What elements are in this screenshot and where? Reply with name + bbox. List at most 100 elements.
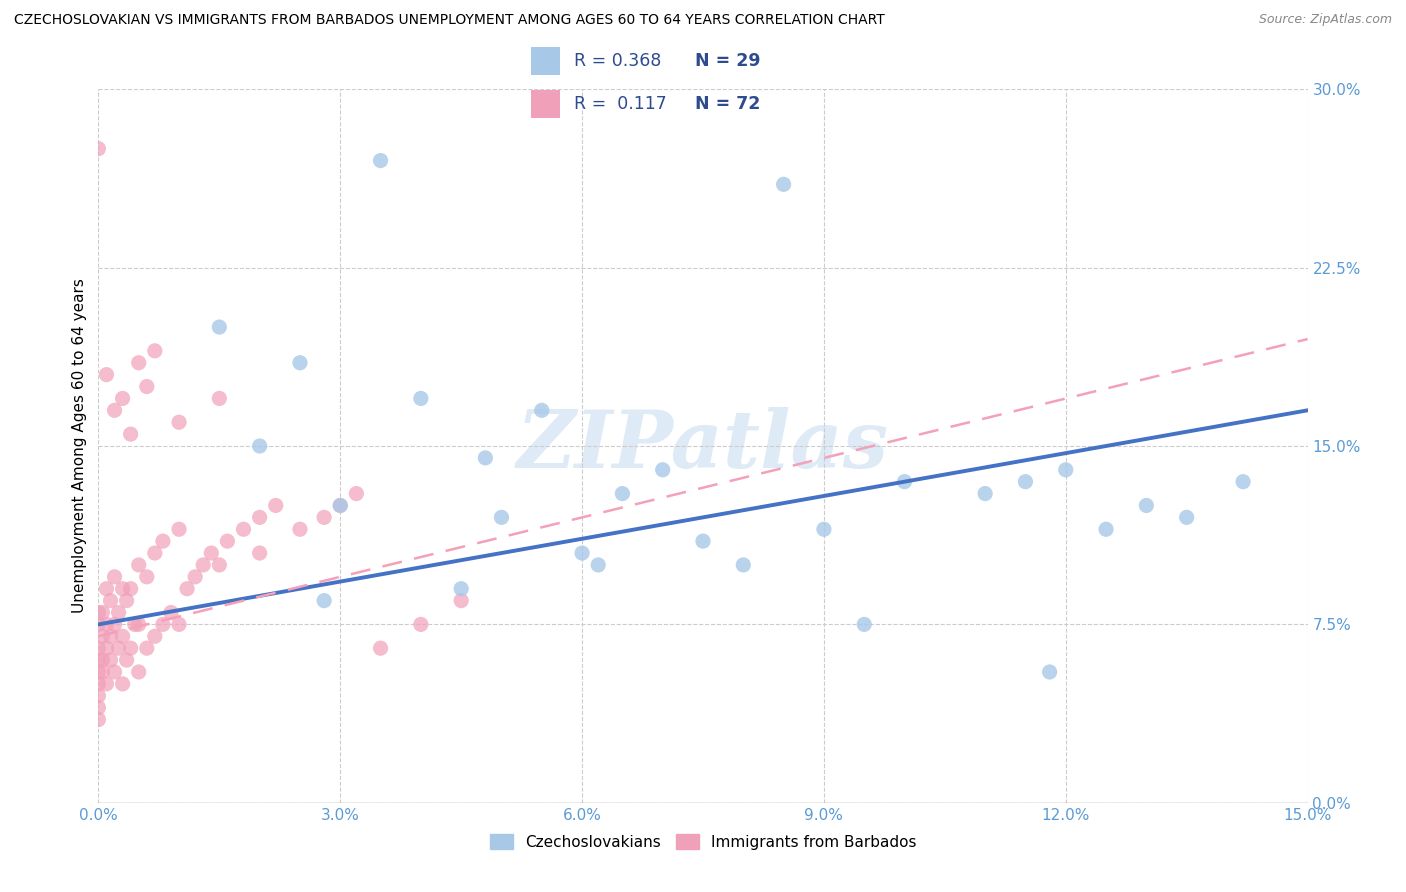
Point (586, 558, 609, 572)
Y-axis label: Unemployment Among Ages 60 to 64 years: Unemployment Among Ages 60 to 64 years (72, 278, 87, 614)
Point (491, 510, 513, 524)
Point (329, 499, 352, 513)
Point (100, 653, 122, 667)
Point (692, 534, 714, 549)
Point (91, 606, 114, 620)
Point (853, 617, 876, 632)
Point (288, 356, 311, 370)
Point (103, 617, 125, 632)
Point (135, 379, 157, 393)
Point (893, 475, 915, 489)
Text: N = 29: N = 29 (695, 52, 761, 70)
Point (651, 463, 673, 477)
Point (135, 641, 157, 656)
Point (200, 546, 222, 560)
Point (87, 653, 110, 667)
Point (107, 641, 129, 656)
Point (100, 629, 122, 643)
Point (96, 677, 118, 691)
Point (87, 606, 110, 620)
Point (143, 343, 166, 358)
Point (103, 570, 125, 584)
Point (193, 558, 215, 572)
Point (314, 593, 336, 607)
Point (111, 582, 134, 596)
Point (288, 522, 311, 536)
Point (87, 713, 110, 727)
Point (128, 356, 150, 370)
Point (772, 178, 794, 192)
Point (264, 499, 287, 513)
Point (733, 558, 755, 572)
Point (1095, 522, 1118, 536)
Point (974, 486, 997, 500)
Point (571, 546, 593, 560)
Point (370, 641, 392, 656)
Point (87, 641, 110, 656)
Text: Source: ZipAtlas.com: Source: ZipAtlas.com (1258, 13, 1392, 27)
Point (91, 665, 114, 679)
Point (409, 392, 432, 406)
Point (91, 653, 114, 667)
Point (167, 617, 190, 632)
Point (87, 617, 110, 632)
Point (135, 570, 157, 584)
Point (1232, 475, 1254, 489)
Text: CZECHOSLOVAKIAN VS IMMIGRANTS FROM BARBADOS UNEMPLOYMENT AMONG AGES 60 TO 64 YEA: CZECHOSLOVAKIAN VS IMMIGRANTS FROM BARBA… (14, 13, 884, 28)
Point (103, 665, 125, 679)
Text: R = 0.368: R = 0.368 (574, 52, 661, 70)
Point (167, 522, 190, 536)
Point (450, 582, 472, 596)
Point (160, 606, 183, 620)
Bar (531, 90, 560, 118)
Point (813, 522, 835, 536)
Point (143, 546, 166, 560)
Bar (531, 47, 560, 75)
Point (1054, 463, 1077, 477)
Point (128, 558, 150, 572)
Point (91, 629, 114, 643)
Point (1175, 510, 1198, 524)
Point (115, 653, 138, 667)
Point (208, 320, 231, 334)
Point (87, 700, 110, 714)
Point (87, 689, 110, 703)
Point (409, 617, 432, 632)
Point (107, 606, 129, 620)
Point (96, 582, 118, 596)
Point (176, 582, 198, 596)
Point (152, 534, 174, 549)
Point (370, 153, 392, 168)
Point (208, 392, 231, 406)
Point (217, 534, 239, 549)
Point (249, 439, 271, 453)
Point (1135, 499, 1157, 513)
Point (96, 368, 118, 382)
Point (232, 522, 254, 536)
Point (314, 510, 336, 524)
Point (612, 486, 634, 500)
Point (1014, 475, 1036, 489)
Point (120, 582, 142, 596)
Point (530, 403, 553, 417)
Point (344, 486, 367, 500)
Point (329, 499, 352, 513)
Point (1039, 665, 1062, 679)
Text: ZIPatlas: ZIPatlas (517, 408, 889, 484)
Point (208, 558, 231, 572)
Point (111, 677, 134, 691)
Point (103, 403, 125, 417)
Point (120, 427, 142, 442)
Point (96, 617, 118, 632)
Point (152, 617, 174, 632)
Point (474, 450, 496, 465)
Point (111, 629, 134, 643)
Legend: Czechoslovakians, Immigrants from Barbados: Czechoslovakians, Immigrants from Barbad… (484, 828, 922, 855)
Point (450, 593, 472, 607)
Point (124, 617, 146, 632)
Point (184, 570, 207, 584)
Point (249, 546, 271, 560)
Text: R =  0.117: R = 0.117 (574, 95, 666, 113)
Point (143, 629, 166, 643)
Point (96, 641, 118, 656)
